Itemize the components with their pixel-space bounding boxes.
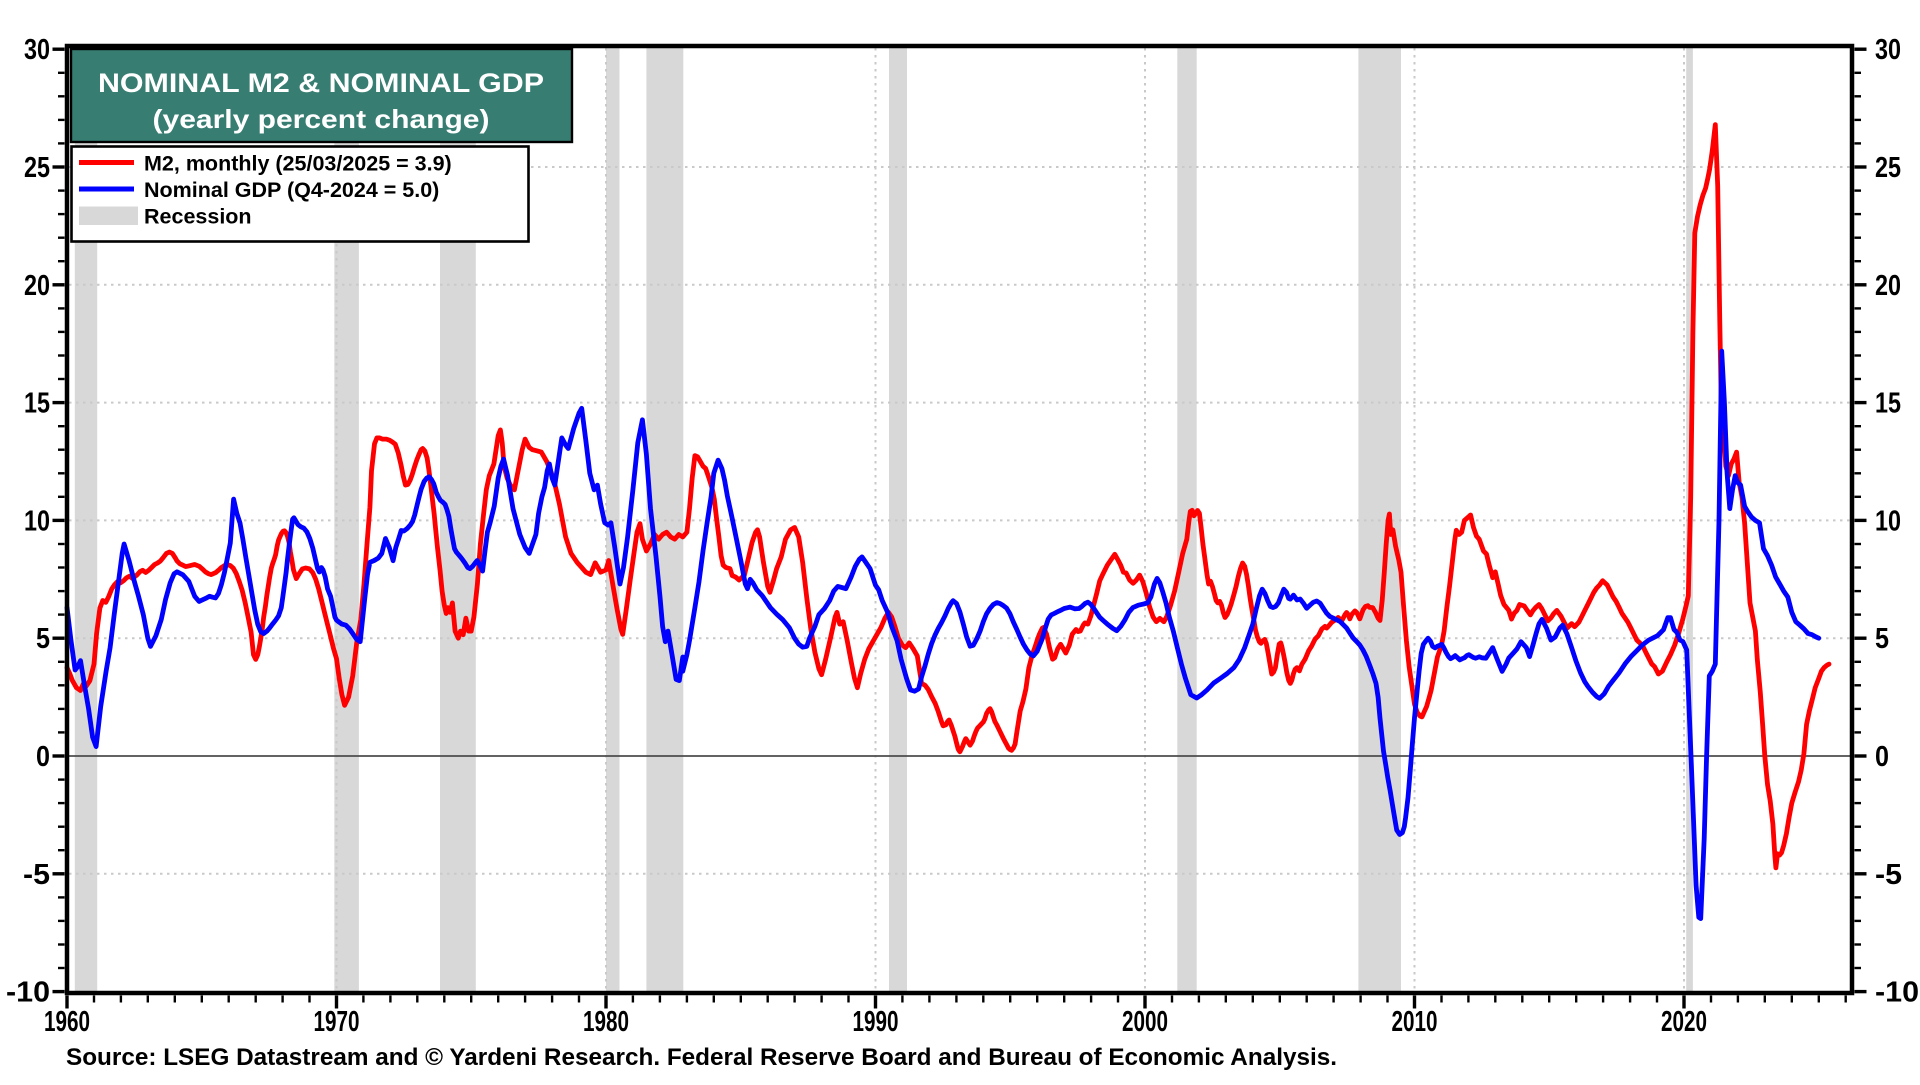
svg-text:-10: -10 <box>6 977 50 1009</box>
svg-text:20: 20 <box>1875 270 1901 302</box>
svg-text:2000: 2000 <box>1122 1006 1168 1038</box>
svg-text:5: 5 <box>1875 623 1889 655</box>
svg-text:10: 10 <box>24 505 50 537</box>
svg-text:25: 25 <box>1875 152 1901 184</box>
svg-text:Recession: Recession <box>144 205 252 229</box>
svg-text:2020: 2020 <box>1661 1006 1707 1038</box>
svg-text:-10: -10 <box>1875 977 1919 1009</box>
svg-text:2010: 2010 <box>1392 1006 1438 1038</box>
svg-text:-5: -5 <box>1875 859 1902 891</box>
svg-text:15: 15 <box>24 388 50 420</box>
svg-text:0: 0 <box>36 741 50 773</box>
svg-text:Nominal GDP (Q4-2024 = 5.0): Nominal GDP (Q4-2024 = 5.0) <box>144 178 439 202</box>
svg-text:20: 20 <box>24 270 50 302</box>
svg-text:M2, monthly (25/03/2025 = 3.9): M2, monthly (25/03/2025 = 3.9) <box>144 152 452 176</box>
svg-text:Source: LSEG Datastream and ©: Source: LSEG Datastream and © Yardeni Re… <box>66 1044 1337 1071</box>
svg-text:NOMINAL M2 & NOMINAL GDP: NOMINAL M2 & NOMINAL GDP <box>98 68 544 98</box>
svg-text:(yearly percent change): (yearly percent change) <box>153 104 490 134</box>
svg-text:0: 0 <box>1875 741 1889 773</box>
svg-text:5: 5 <box>36 623 50 655</box>
svg-text:1970: 1970 <box>314 1006 360 1038</box>
svg-text:-5: -5 <box>23 859 50 891</box>
svg-text:15: 15 <box>1875 388 1901 420</box>
svg-text:1960: 1960 <box>44 1006 90 1038</box>
svg-text:1980: 1980 <box>583 1006 629 1038</box>
svg-text:30: 30 <box>1875 34 1901 66</box>
svg-text:10: 10 <box>1875 505 1901 537</box>
svg-text:30: 30 <box>24 34 50 66</box>
svg-text:1990: 1990 <box>853 1006 899 1038</box>
svg-text:25: 25 <box>24 152 50 184</box>
